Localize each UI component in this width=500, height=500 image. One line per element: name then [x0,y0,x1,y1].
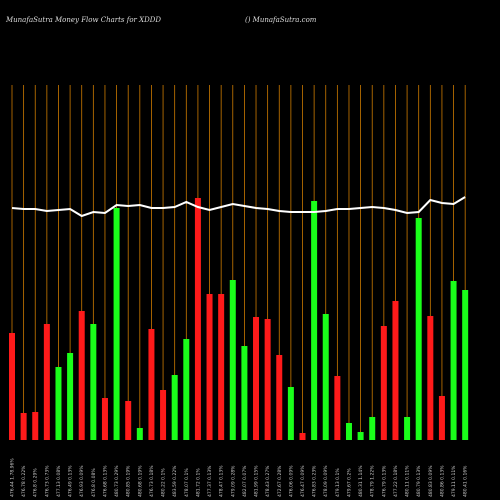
x-tick-label: 479.11 0.11% [451,465,457,497]
bar [9,333,15,440]
x-tick-label: 476.47 0.09% [300,465,306,497]
bar [241,346,248,440]
x-tick-label: 480.31 1.14% [358,465,364,497]
bar [287,387,294,440]
bar [20,413,27,440]
bar [276,355,283,440]
x-tick-label: 480.22 0.1% [161,468,167,497]
x-tick-label: 476.73 0.18% [149,465,155,497]
bar [322,314,329,440]
x-tick-label: 480.41 0.16% [463,465,469,497]
bar [253,317,260,440]
bar [148,329,155,440]
x-tick-label: 480.86 0.13% [439,465,445,497]
bar [462,290,469,440]
x-tick-label: 478.79 1.22% [370,465,376,497]
bar [113,208,120,440]
x-tick-label: 481.72 0.1% [195,468,201,497]
x-tick-label: 472.67 0.28% [277,465,283,497]
bar [160,390,167,440]
x-tick-label: 480.79 0.13% [416,465,422,497]
x-tick-label: 476.68 0.13% [102,465,108,497]
x-tick-label: 478.43 0.27% [265,465,271,497]
x-tick-label: 477.13 0.08% [56,465,62,497]
x-tick-label: 478.09 0.09% [323,465,329,497]
bar [78,311,85,440]
bar [218,294,225,440]
bar [299,433,306,440]
x-tick-label: 476.78 0.22% [21,465,27,497]
bar [369,417,376,440]
price-line [11,196,466,218]
x-tick-label: 476.73 0.73% [44,465,50,497]
bar [380,326,387,440]
x-tick-label: 480.68 0.19% [137,465,143,497]
x-tick-label: 482.07 0.07% [242,465,248,497]
x-tick-label: 476.44 1.78.96% [10,458,16,497]
bar [392,301,399,440]
bar [90,324,97,440]
bar [67,353,74,440]
bar [450,281,457,440]
bar [194,198,201,440]
x-tick-label: 479.09 0.28% [230,465,236,497]
bar [427,316,434,440]
bar [229,280,236,440]
x-tick-label: 476.8 0.29% [33,468,39,497]
x-tick-label: 476.93 0.09% [79,465,85,497]
chart-subtitle: () MunafaSutra.com [245,16,317,24]
chart-title: MunafaSutra Money Flow Charts for XDDD [5,16,161,24]
bar [125,401,132,440]
x-tick-label: 480.85 0.19% [126,465,132,497]
bar [171,375,178,440]
bar [438,396,445,440]
x-tick-label: 479.67 0.2% [346,468,352,497]
x-tick-label: 479.13 0.1% [335,468,341,497]
bar [55,367,62,440]
x-tick-label: 480.73 0.29% [114,465,120,497]
x-tick-label: 477.22 0.18% [393,465,399,497]
x-tick-label: 480.83 0.09% [428,465,434,497]
x-tick-label: 476.83 0.23% [312,465,318,497]
bar [183,339,190,440]
bar [32,412,39,440]
bar [43,324,50,440]
bar [357,432,364,440]
bar [101,398,108,440]
x-tick-label: 478.47 0.13% [219,465,225,497]
bar [136,428,143,440]
x-tick-label: 483.59 0.22% [172,465,178,497]
bar [264,319,271,440]
bar [404,417,411,440]
x-tick-label: 477.37 0.13% [207,465,213,497]
bar [334,376,341,440]
x-tick-label: 476.49 0.13% [68,465,74,497]
x-tick-label: 480.11 0.11% [405,465,411,497]
x-tick-label: 478.07 0.1% [184,468,190,497]
x-tick-label: 481.99 0.15% [254,465,260,497]
bar [311,201,318,440]
bar [415,218,422,440]
x-tick-label: 476.8 0.08% [91,468,97,497]
x-tick-label: 476.06 0.09% [288,465,294,497]
x-tick-label: 476.79 0.13% [381,465,387,497]
bar [206,294,213,440]
bar [345,423,352,440]
